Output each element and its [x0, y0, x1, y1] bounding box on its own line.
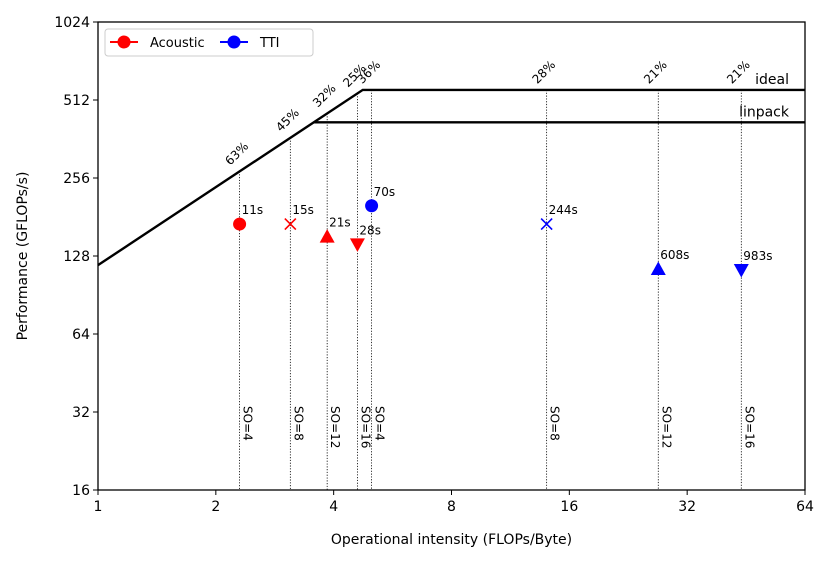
- so-label: SO=12: [328, 406, 342, 448]
- time-label: 70s: [374, 185, 396, 199]
- y-tick-label: 1024: [54, 15, 90, 31]
- x-tick-label: 64: [796, 499, 814, 515]
- roofline-labels: ideal linpack: [739, 72, 790, 120]
- pct-label: 28%: [529, 58, 558, 87]
- marker-x: [284, 218, 297, 231]
- y-tick-label: 16: [72, 483, 90, 499]
- x-tick-label: 4: [329, 499, 338, 515]
- time-label: 21s: [329, 216, 351, 230]
- rooflines: [97, 88, 805, 267]
- roofline-ideal: [97, 88, 805, 267]
- time-labels: 11s 15s 21s 28s 70s 244s 608s 983s: [242, 185, 773, 263]
- y-tick-label: 64: [72, 327, 90, 343]
- so-label: SO=8: [291, 406, 305, 441]
- time-label: 15s: [292, 203, 314, 217]
- x-tick-label: 8: [447, 499, 456, 515]
- time-label: 244s: [549, 203, 578, 217]
- y-tick-label: 32: [72, 405, 90, 421]
- y-tick-label: 256: [63, 171, 90, 187]
- legend-marker: [227, 35, 241, 49]
- x-tick-label: 1: [94, 499, 103, 515]
- legend-marker: [117, 35, 131, 49]
- pct-label: 45%: [273, 106, 302, 135]
- so-label: SO=4: [241, 406, 255, 441]
- marker-triangle-up: [650, 261, 666, 276]
- data-markers: [233, 199, 749, 278]
- roofline-label-ideal: ideal: [755, 72, 789, 88]
- so-label: SO=12: [659, 406, 673, 448]
- so-labels: SO=4 SO=8 SO=12 SO=16 SO=4 SO=8 SO=12 SO=16: [241, 406, 757, 448]
- legend-label: Acoustic: [150, 36, 205, 51]
- legend: Acoustic TTI: [104, 28, 314, 57]
- so-label: SO=4: [373, 406, 387, 441]
- so-label: SO=16: [358, 406, 372, 448]
- drop-lines: [239, 89, 742, 490]
- time-label: 983s: [743, 249, 772, 263]
- marker-triangle-up: [319, 229, 335, 243]
- y-axis-title: Performance (GFLOPs/s): [15, 172, 31, 341]
- pct-label: 63%: [222, 139, 251, 168]
- marker-x: [540, 218, 553, 231]
- time-label: 11s: [242, 203, 264, 217]
- legend-box: [104, 28, 314, 57]
- time-label: 28s: [359, 223, 381, 237]
- so-label: SO=8: [548, 406, 562, 441]
- x-tick-label: 2: [211, 499, 220, 515]
- roofline-label-linpack: linpack: [739, 104, 790, 120]
- marker-circle: [233, 217, 247, 231]
- marker-triangle-down: [733, 264, 749, 278]
- legend-label: TTI: [259, 36, 280, 51]
- plot-area: ideal linpack 11s 15s 21s 28s 70s 244s 608s 983s…: [97, 21, 806, 491]
- x-axis: 1 2 4 8 16 32 64: [94, 490, 814, 515]
- pct-label: 32%: [310, 81, 339, 110]
- time-label: 608s: [660, 248, 689, 262]
- x-tick-label: 16: [560, 499, 578, 515]
- percentage-labels: 63%45%32%25%36% 28% 21% 21%: [222, 58, 752, 168]
- x-axis-title: Operational intensity (FLOPs/Byte): [331, 532, 572, 548]
- y-tick-label: 128: [63, 249, 90, 265]
- so-label: SO=16: [742, 406, 756, 448]
- pct-label: 21%: [641, 58, 670, 87]
- marker-circle: [365, 199, 379, 213]
- marker-triangle-down: [349, 238, 365, 252]
- x-tick-label: 32: [678, 499, 696, 515]
- pct-label: 21%: [724, 58, 753, 87]
- axes-frame: [97, 21, 806, 491]
- y-tick-label: 512: [63, 93, 90, 109]
- y-axis: 16 32 64 128 256 512 1024: [54, 15, 98, 499]
